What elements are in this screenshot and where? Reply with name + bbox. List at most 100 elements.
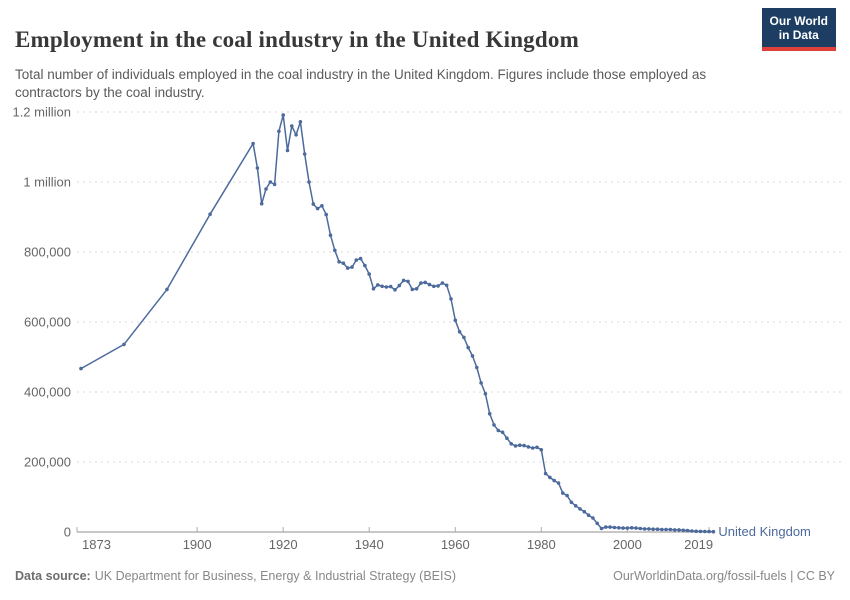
data-point-marker[interactable]: [298, 120, 303, 124]
data-point-marker[interactable]: [664, 527, 668, 532]
data-point-marker[interactable]: [384, 285, 389, 289]
data-point-marker[interactable]: [432, 284, 436, 289]
data-point-marker[interactable]: [393, 288, 397, 292]
data-point-marker[interactable]: [599, 526, 604, 531]
data-point-marker[interactable]: [638, 526, 643, 531]
data-point-marker[interactable]: [582, 509, 587, 514]
data-point-marker[interactable]: [449, 297, 453, 301]
data-point-marker[interactable]: [363, 263, 367, 268]
data-point-marker[interactable]: [496, 428, 501, 433]
data-line[interactable]: [80, 114, 714, 533]
data-point-marker[interactable]: [660, 527, 664, 532]
data-point-marker[interactable]: [311, 202, 316, 206]
data-point-marker[interactable]: [634, 526, 638, 530]
data-point-marker[interactable]: [707, 529, 711, 534]
data-point-marker[interactable]: [251, 141, 255, 146]
data-point-marker[interactable]: [410, 287, 415, 292]
data-point-marker[interactable]: [591, 516, 595, 520]
data-point-marker[interactable]: [264, 187, 268, 191]
data-point-marker[interactable]: [608, 525, 612, 529]
owid-logo[interactable]: Our World in Data: [761, 8, 836, 51]
data-point-marker[interactable]: [672, 528, 677, 532]
data-point-marker[interactable]: [522, 443, 526, 448]
data-point-marker[interactable]: [406, 279, 410, 284]
data-point-marker[interactable]: [470, 354, 475, 358]
data-point-marker[interactable]: [436, 284, 440, 288]
data-point-marker[interactable]: [681, 528, 686, 533]
data-point-marker[interactable]: [642, 527, 647, 531]
data-point-marker[interactable]: [371, 287, 376, 291]
data-point-marker[interactable]: [647, 527, 651, 531]
data-point-marker[interactable]: [651, 527, 655, 531]
data-point-marker[interactable]: [341, 261, 346, 266]
data-point-marker[interactable]: [165, 287, 169, 292]
data-point-marker[interactable]: [530, 446, 535, 450]
data-point-marker[interactable]: [208, 212, 212, 216]
data-point-marker[interactable]: [698, 529, 703, 534]
data-point-marker[interactable]: [345, 266, 350, 270]
data-point-marker[interactable]: [621, 526, 625, 530]
data-point-marker[interactable]: [556, 481, 561, 485]
owid-url-link[interactable]: OurWorldinData.org/fossil-fuels: [613, 569, 787, 583]
data-point-marker[interactable]: [595, 521, 599, 526]
data-point-marker[interactable]: [281, 113, 286, 117]
data-point-marker[interactable]: [629, 526, 634, 530]
data-point-marker[interactable]: [483, 392, 488, 396]
data-point-marker[interactable]: [272, 182, 277, 187]
data-point-marker[interactable]: [505, 436, 509, 441]
data-point-marker[interactable]: [690, 529, 694, 533]
data-point-marker[interactable]: [535, 445, 539, 450]
data-point-marker[interactable]: [307, 180, 311, 184]
data-point-marker[interactable]: [337, 260, 341, 264]
data-point-marker[interactable]: [268, 180, 273, 184]
data-point-marker[interactable]: [668, 527, 673, 532]
data-point-marker[interactable]: [543, 471, 548, 476]
data-point-marker[interactable]: [423, 280, 428, 285]
data-point-marker[interactable]: [328, 233, 333, 237]
data-point-marker[interactable]: [259, 201, 264, 206]
data-point-marker[interactable]: [492, 423, 496, 427]
data-point-marker[interactable]: [479, 381, 483, 385]
data-point-marker[interactable]: [655, 527, 660, 531]
data-point-marker[interactable]: [388, 284, 393, 289]
data-point-marker[interactable]: [354, 258, 359, 262]
data-point-marker[interactable]: [565, 493, 569, 498]
data-point-marker[interactable]: [500, 430, 505, 435]
data-point-marker[interactable]: [122, 342, 126, 347]
data-point-marker[interactable]: [677, 528, 681, 532]
data-point-marker[interactable]: [612, 525, 617, 530]
data-point-marker[interactable]: [578, 507, 582, 511]
data-point-marker[interactable]: [367, 272, 372, 276]
data-point-marker[interactable]: [475, 365, 479, 370]
data-point-marker[interactable]: [290, 124, 294, 128]
data-point-marker[interactable]: [466, 345, 471, 350]
data-point-marker[interactable]: [414, 287, 419, 291]
data-point-marker[interactable]: [569, 500, 574, 505]
data-point-marker[interactable]: [444, 283, 449, 288]
data-point-marker[interactable]: [561, 491, 565, 495]
data-point-marker[interactable]: [552, 478, 556, 483]
data-point-marker[interactable]: [440, 281, 445, 285]
data-point-marker[interactable]: [419, 281, 423, 285]
data-point-marker[interactable]: [573, 504, 578, 508]
data-point-marker[interactable]: [277, 129, 281, 134]
data-point-marker[interactable]: [380, 284, 384, 289]
data-point-marker[interactable]: [685, 528, 690, 533]
data-point-marker[interactable]: [586, 513, 591, 517]
data-point-marker[interactable]: [617, 526, 621, 530]
data-point-marker[interactable]: [427, 282, 432, 287]
data-point-marker[interactable]: [350, 265, 354, 269]
data-point-marker[interactable]: [457, 330, 462, 334]
series-entity-label[interactable]: United Kingdom: [718, 524, 811, 539]
data-point-marker[interactable]: [509, 442, 513, 446]
data-point-marker[interactable]: [518, 443, 522, 448]
data-point-marker[interactable]: [604, 525, 608, 529]
data-point-marker[interactable]: [302, 152, 307, 156]
data-point-marker[interactable]: [548, 475, 552, 480]
data-point-marker[interactable]: [453, 318, 458, 323]
data-point-marker[interactable]: [625, 526, 630, 530]
data-point-marker[interactable]: [526, 445, 531, 449]
data-point-marker[interactable]: [397, 283, 402, 288]
data-point-marker[interactable]: [255, 166, 260, 170]
data-point-marker[interactable]: [324, 212, 329, 217]
